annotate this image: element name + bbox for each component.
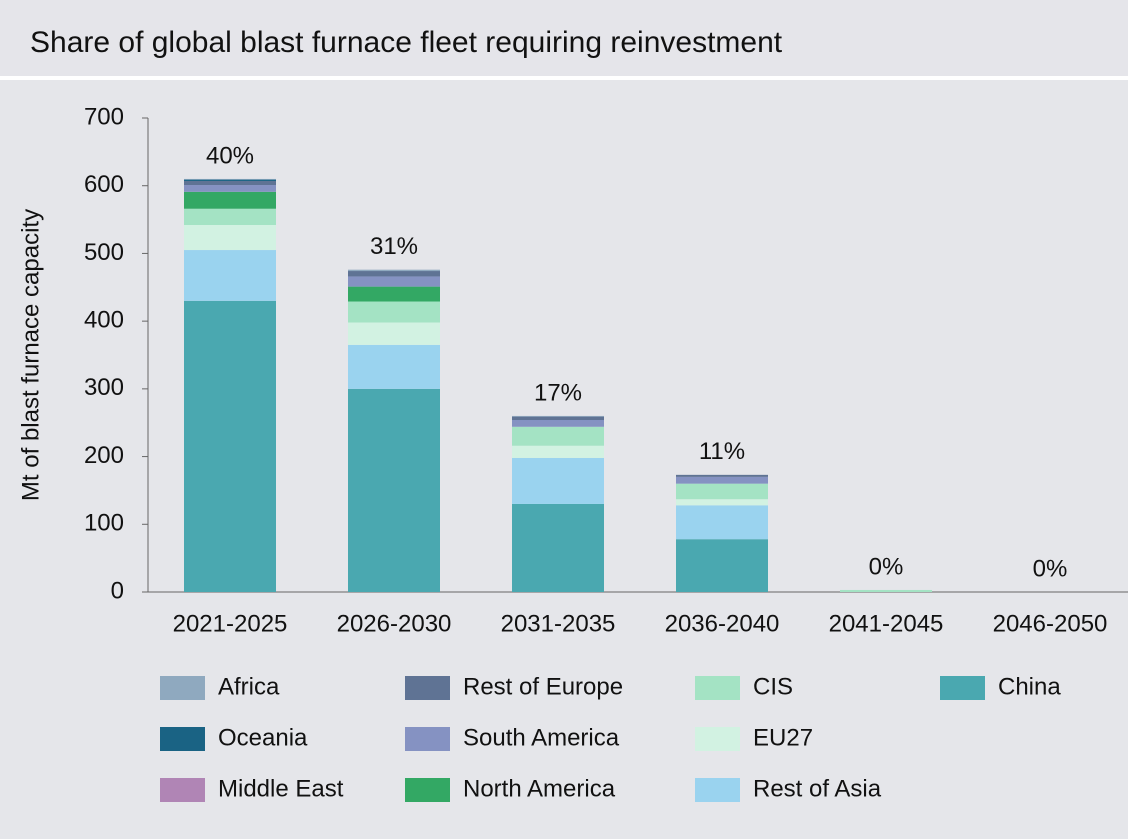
x-tick-label: 2046-2050 (993, 610, 1108, 637)
bar-segment (348, 286, 440, 302)
y-tick-label: 600 (84, 171, 124, 198)
bar-segment (840, 589, 932, 592)
x-tick-label: 2026-2030 (337, 610, 452, 637)
bar-segment (348, 388, 440, 592)
y-tick-label: 200 (84, 442, 124, 469)
chart-title: Share of global blast furnace fleet requ… (30, 26, 783, 59)
bar-segment (676, 474, 768, 477)
bar-segment (184, 185, 276, 192)
bar-segment (184, 178, 276, 180)
bar-segment (184, 180, 276, 186)
bar-segment (676, 499, 768, 506)
bar-segment (184, 250, 276, 301)
x-tick-label: 2041-2045 (829, 610, 944, 637)
legend-swatch (695, 778, 740, 802)
legend-label: North America (463, 775, 616, 802)
legend-label: Oceania (218, 724, 308, 751)
legend-swatch (405, 727, 450, 751)
bar-segment (512, 426, 604, 446)
legend-swatch (405, 778, 450, 802)
bar-segment (184, 179, 276, 181)
legend-label: CIS (753, 673, 793, 700)
bar-segment (512, 445, 604, 458)
y-tick-label: 100 (84, 510, 124, 537)
x-tick-label: 2021-2025 (173, 610, 288, 637)
bar-segment (184, 224, 276, 251)
bar-segment (184, 208, 276, 225)
legend-label: Rest of Europe (463, 673, 623, 700)
x-tick-label: 2036-2040 (665, 610, 780, 637)
bar-segment (512, 416, 604, 421)
legend-swatch (695, 727, 740, 751)
bar-segment (348, 301, 440, 323)
bar-segment (348, 269, 440, 272)
bar-segment (676, 539, 768, 592)
y-tick-label: 400 (84, 306, 124, 333)
legend-label: Africa (218, 673, 280, 700)
y-axis-label: Mt of blast furnace capacity (17, 209, 44, 501)
y-tick-label: 0 (111, 577, 124, 604)
y-tick-label: 700 (84, 103, 124, 130)
legend-swatch (940, 676, 985, 700)
legend-label: China (998, 673, 1061, 700)
bar-segment (676, 483, 768, 500)
bar-segment (348, 276, 440, 287)
share-label: 17% (534, 379, 582, 406)
bar-segment (184, 300, 276, 592)
bar-segment (512, 415, 604, 417)
title-band (0, 0, 1128, 76)
legend-swatch (160, 727, 205, 751)
share-label: 0% (869, 553, 904, 580)
legend-label: EU27 (753, 724, 813, 751)
legend-label: Middle East (218, 775, 344, 802)
legend-label: South America (463, 724, 620, 751)
bar-segment (348, 271, 440, 277)
legend-swatch (160, 778, 205, 802)
share-label: 40% (206, 142, 254, 169)
bar-segment (348, 322, 440, 345)
share-label: 0% (1033, 555, 1068, 582)
bar-segment (676, 476, 768, 484)
legend-swatch (695, 676, 740, 700)
bar-segment (676, 505, 768, 540)
share-label: 31% (370, 233, 418, 260)
y-tick-label: 500 (84, 239, 124, 266)
x-tick-label: 2031-2035 (501, 610, 616, 637)
legend-swatch (160, 676, 205, 700)
bar-segment (512, 457, 604, 504)
share-label: 11% (699, 438, 745, 465)
bar-segment (184, 191, 276, 209)
legend-swatch (405, 676, 450, 700)
bar-segment (512, 503, 604, 592)
y-tick-label: 300 (84, 374, 124, 401)
bar-segment (512, 420, 604, 427)
bar-segment (348, 344, 440, 389)
legend-label: Rest of Asia (753, 775, 882, 802)
